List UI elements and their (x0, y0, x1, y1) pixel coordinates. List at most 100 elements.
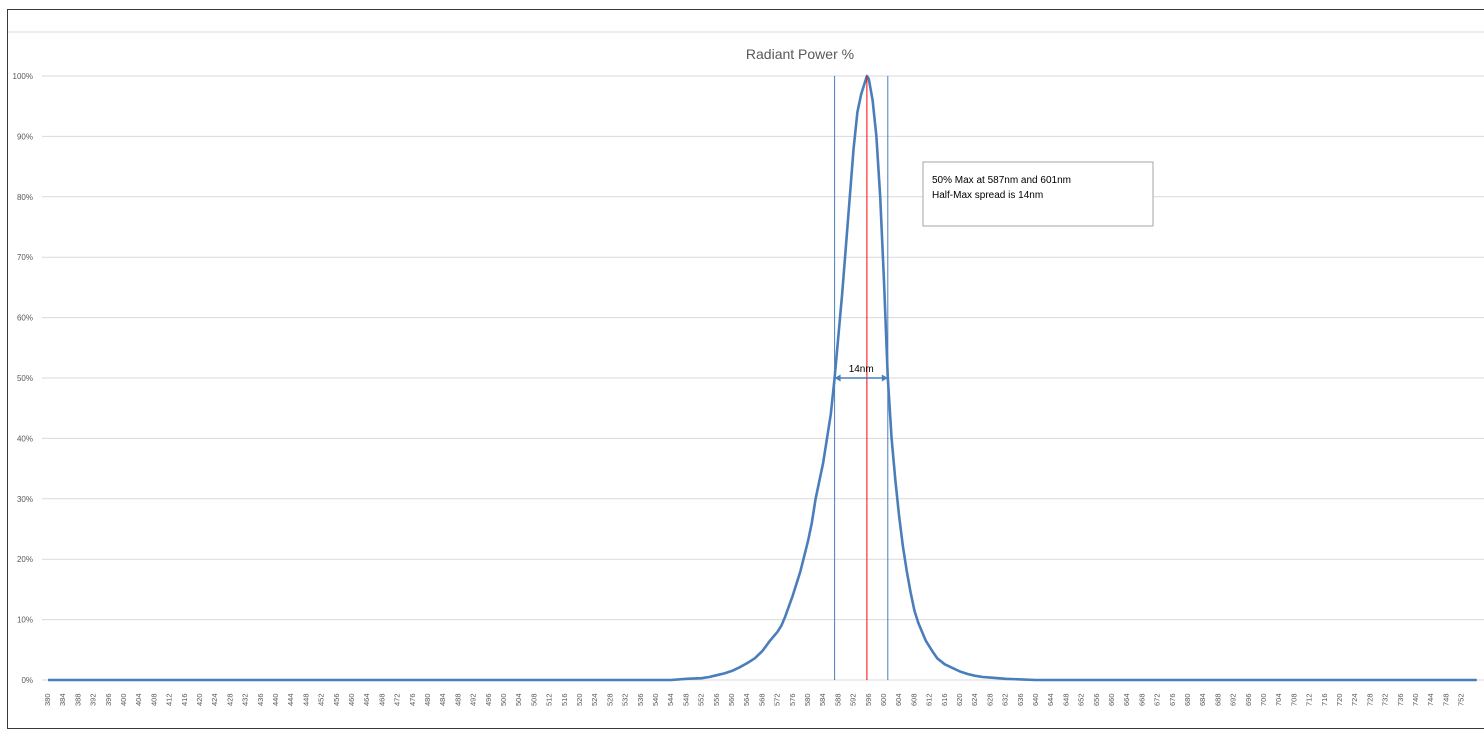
x-tick-label: 420 (195, 693, 204, 706)
x-tick-label: 732 (1381, 693, 1390, 706)
chart-frame: Radiant Power % 0% 10% 20% 30% 40% 50% 60% 70% 8… (7, 9, 1484, 729)
x-tick-label: 656 (1092, 693, 1101, 706)
x-tick-label: 688 (1213, 693, 1222, 706)
x-tick-label: 680 (1183, 693, 1192, 706)
x-tick-label: 528 (605, 693, 614, 706)
note-line-2: Half-Max spread is 14nm (932, 190, 1043, 201)
x-tick-label: 516 (560, 693, 569, 706)
x-tick-label: 720 (1335, 693, 1344, 706)
x-tick-label: 696 (1244, 693, 1253, 706)
y-tick-label: 40% (17, 434, 33, 443)
x-tick-label: 652 (1077, 693, 1086, 706)
x-tick-label: 552 (697, 693, 706, 706)
x-tick-label: 488 (453, 693, 462, 706)
x-tick-label: 584 (818, 693, 827, 706)
x-tick-label: 632 (1001, 693, 1010, 706)
x-tick-label: 424 (210, 693, 219, 706)
x-tick-label: 684 (1198, 693, 1207, 706)
x-tick-label: 468 (377, 693, 386, 706)
note-box-frame (922, 161, 1154, 227)
x-tick-label: 532 (621, 693, 630, 706)
y-tick-label: 90% (17, 132, 33, 141)
x-tick-label: 388 (73, 693, 82, 706)
x-tick-label: 608 (909, 693, 918, 706)
y-tick-label: 60% (17, 314, 33, 323)
x-tick-label: 596 (864, 693, 873, 706)
x-tick-label: 408 (149, 693, 158, 706)
x-tick-label: 700 (1259, 693, 1268, 706)
x-tick-label: 396 (104, 693, 113, 706)
x-tick-label: 556 (712, 693, 721, 706)
x-tick-label: 636 (1016, 693, 1025, 706)
x-tick-label: 572 (773, 693, 782, 706)
x-tick-label: 448 (301, 693, 310, 706)
x-tick-label: 500 (499, 693, 508, 706)
x-tick-label: 404 (134, 693, 143, 706)
x-tick-label: 432 (241, 693, 250, 706)
x-axis-ticks: 380 384 388 392 396 400 404 408 412 416 420 424 428 4… (43, 693, 1466, 706)
grid-layer (42, 75, 1484, 681)
note-line-1: 50% Max at 587nm and 601nm (932, 175, 1071, 186)
x-tick-label: 460 (347, 693, 356, 706)
x-tick-label: 524 (590, 693, 599, 706)
x-tick-label: 428 (225, 693, 234, 706)
x-tick-label: 392 (89, 693, 98, 706)
x-tick-label: 716 (1320, 693, 1329, 706)
y-tick-label: 70% (17, 253, 33, 262)
x-tick-label: 660 (1107, 693, 1116, 706)
x-tick-label: 672 (1153, 693, 1162, 706)
x-tick-label: 640 (1031, 693, 1040, 706)
y-tick-label: 30% (17, 495, 33, 504)
x-tick-label: 564 (742, 693, 751, 706)
x-tick-label: 496 (484, 693, 493, 706)
x-tick-label: 588 (833, 693, 842, 706)
x-tick-label: 704 (1274, 693, 1283, 706)
x-tick-label: 664 (1122, 693, 1131, 706)
x-tick-label: 548 (681, 693, 690, 706)
chart-title: Radiant Power % (746, 46, 854, 62)
x-tick-label: 416 (180, 693, 189, 706)
x-tick-label: 592 (849, 693, 858, 706)
x-tick-label: 616 (940, 693, 949, 706)
x-tick-label: 436 (256, 693, 265, 706)
x-tick-label: 604 (894, 693, 903, 706)
x-tick-label: 540 (651, 693, 660, 706)
y-tick-label: 50% (17, 374, 33, 383)
x-tick-label: 620 (955, 693, 964, 706)
x-tick-label: 560 (727, 693, 736, 706)
x-tick-label: 668 (1137, 693, 1146, 706)
x-tick-label: 740 (1411, 693, 1420, 706)
x-tick-label: 544 (666, 693, 675, 706)
x-tick-label: 644 (1046, 693, 1055, 706)
span-arrowhead-left (834, 374, 841, 382)
x-tick-label: 484 (438, 693, 447, 706)
x-tick-label: 708 (1289, 693, 1298, 706)
span-arrowhead-right (881, 374, 888, 382)
x-tick-label: 568 (757, 693, 766, 706)
note-box: 50% Max at 587nm and 601nm Half-Max spre… (922, 161, 1154, 227)
x-tick-label: 384 (58, 693, 67, 706)
x-tick-label: 492 (469, 693, 478, 706)
x-tick-label: 476 (408, 693, 417, 706)
x-tick-label: 676 (1168, 693, 1177, 706)
series-layer (48, 74, 1477, 682)
x-tick-label: 464 (362, 693, 371, 706)
x-tick-label: 400 (119, 693, 128, 706)
x-tick-label: 504 (514, 693, 523, 706)
span-annotation: 14nm (834, 364, 888, 382)
x-tick-label: 512 (545, 693, 554, 706)
x-tick-label: 736 (1396, 693, 1405, 706)
x-tick-label: 752 (1457, 693, 1466, 706)
x-tick-label: 692 (1229, 693, 1238, 706)
x-tick-label: 444 (286, 693, 295, 706)
x-tick-label: 456 (332, 693, 341, 706)
x-tick-label: 520 (575, 693, 584, 706)
x-tick-label: 508 (529, 693, 538, 706)
x-tick-label: 440 (271, 693, 280, 706)
y-tick-label: 10% (17, 616, 33, 625)
y-tick-label: 0% (21, 676, 33, 685)
y-tick-label: 80% (17, 193, 33, 202)
x-tick-label: 612 (925, 693, 934, 706)
x-tick-label: 624 (970, 693, 979, 706)
x-tick-label: 480 (423, 693, 432, 706)
